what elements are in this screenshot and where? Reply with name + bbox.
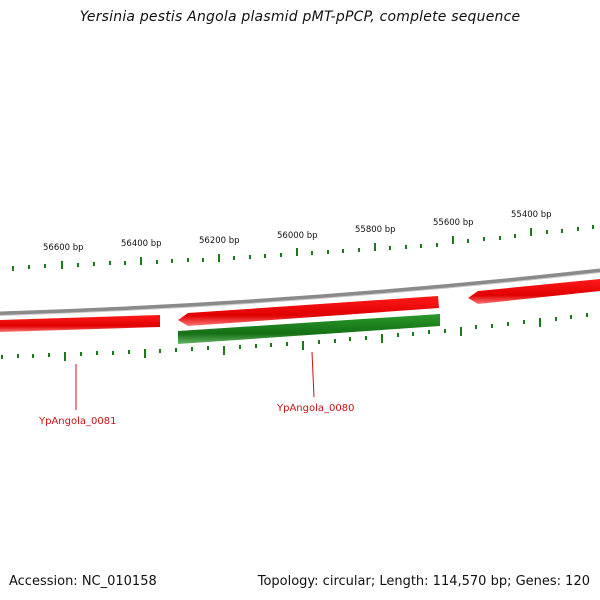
gene-leader-line-0080 [311,351,315,398]
scale-label-55600: 55600 bp [433,218,474,228]
gene-label-0080[interactable]: YpAngola_0080 [276,403,354,414]
scale-label-55800: 55800 bp [355,225,396,235]
reverse-gene [178,314,440,344]
accession-text: Accession: NC_010158 [9,574,157,589]
scale-label-56600: 56600 bp [43,243,84,253]
inner-scale-ticks [1,313,588,361]
outer-scale-ticks [12,225,594,271]
plasmid-backbone [0,268,600,316]
scale-label-56400: 56400 bp [121,239,162,249]
scale-label-56000: 56000 bp [277,231,318,241]
scale-label-55400: 55400 bp [511,210,552,220]
summary-text: Topology: circular; Length: 114,570 bp; … [257,574,590,589]
forward-gene-right [468,279,600,304]
scale-label-56200: 56200 bp [199,236,240,246]
forward-gene-left [0,315,160,332]
forward-gene-middle [178,296,439,326]
map-title: Yersinia pestis Angola plasmid pMT-pPCP,… [79,9,521,25]
gene-label-0081[interactable]: YpAngola_0081 [38,416,116,427]
